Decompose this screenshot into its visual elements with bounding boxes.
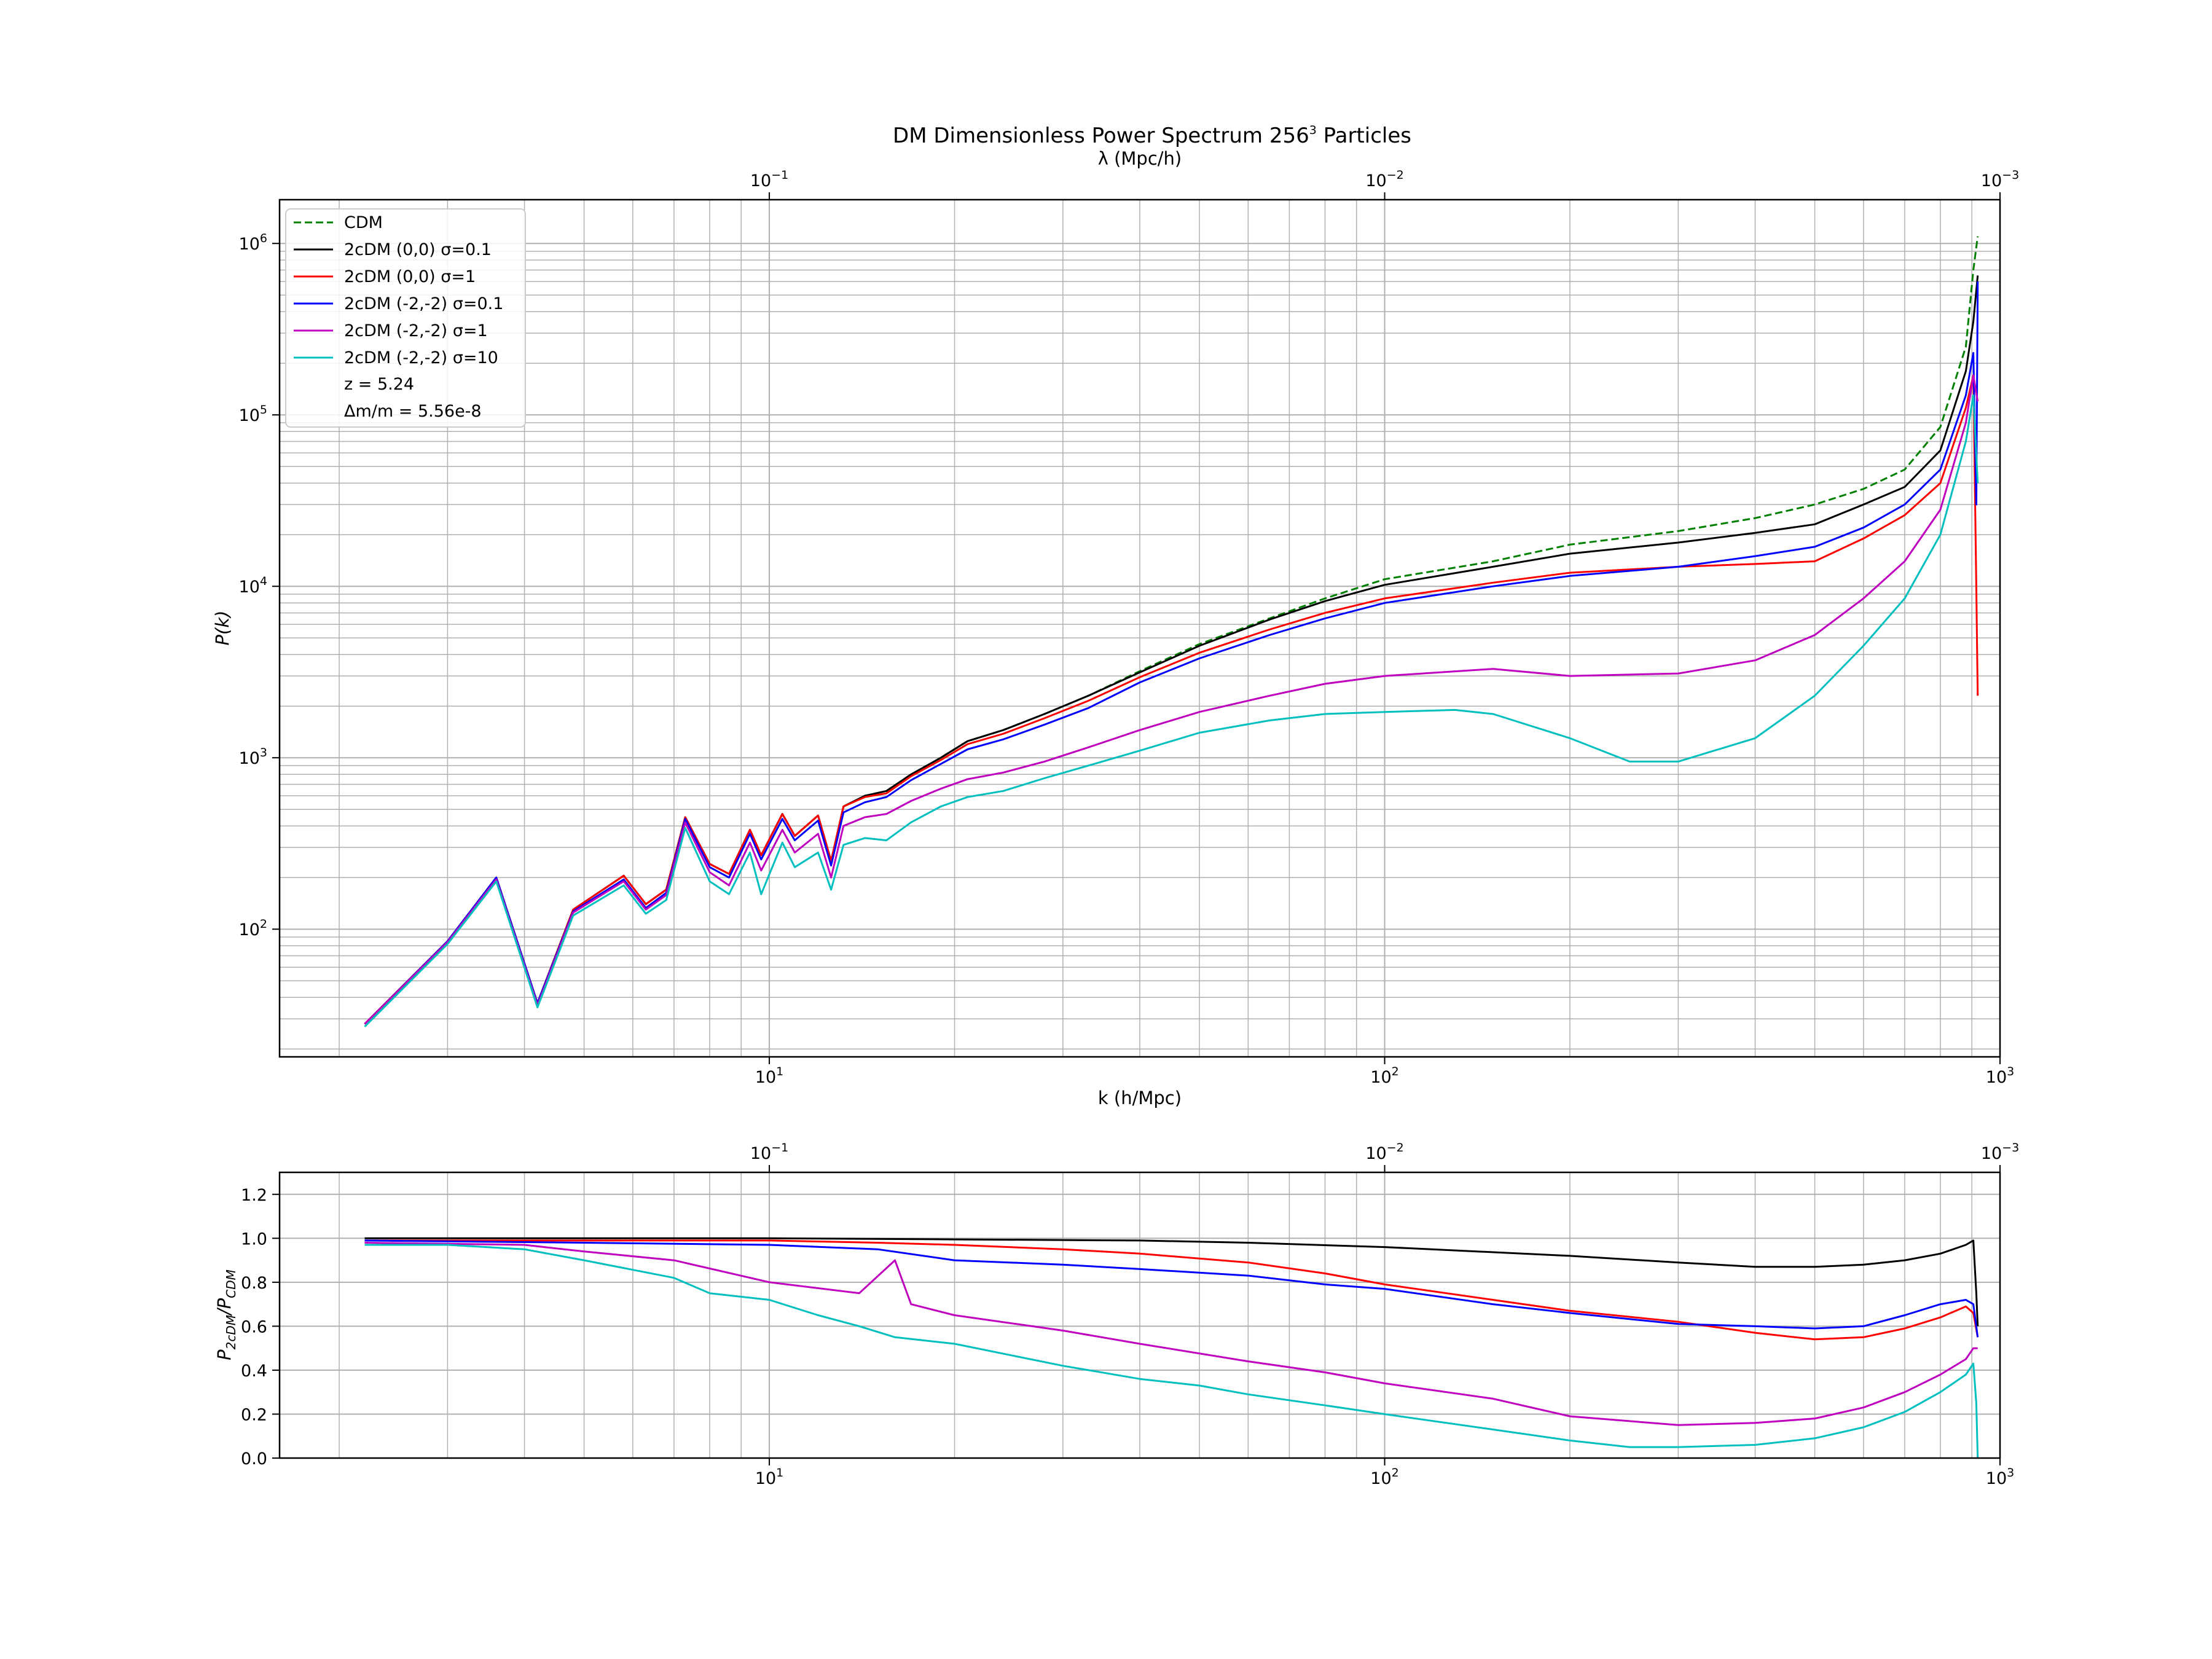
y-tick-label: 1.2 bbox=[241, 1186, 267, 1205]
main-plot-frame bbox=[278, 198, 2001, 1058]
series-line-4 bbox=[364, 374, 1979, 1025]
legend-box bbox=[285, 208, 526, 428]
y-tick-label: 0.8 bbox=[241, 1274, 267, 1293]
ratio-series-lines bbox=[364, 1237, 1979, 1459]
main-tick-labels: 101 10−1 102 10−2 103 10−3 102 103 104 105 106 bbox=[239, 168, 2020, 1087]
y-tick-label: 1.0 bbox=[241, 1230, 267, 1249]
top-tick-label: 10−1 bbox=[750, 1141, 788, 1163]
ratio-series-line-3 bbox=[364, 1242, 1978, 1426]
y-tick-label: 0.6 bbox=[241, 1317, 267, 1336]
y-tick-label: 0.0 bbox=[241, 1449, 267, 1469]
ratio-plot-frame bbox=[278, 1171, 2001, 1459]
top-tick-label: 10−3 bbox=[1981, 1141, 2019, 1163]
legend-label: 2cDM (-2,-2) σ=0.1 bbox=[344, 294, 503, 313]
x-tick-label: 101 bbox=[755, 1466, 783, 1488]
legend-label: 2cDM (-2,-2) σ=10 bbox=[344, 348, 498, 367]
legend-items: CDM 2cDM (0,0) σ=0.1 2cDM (0,0) σ=1 2cDM (-… bbox=[294, 213, 503, 367]
y-tick-label: 0.2 bbox=[241, 1405, 267, 1424]
legend-label: CDM bbox=[344, 213, 383, 232]
top-tick-label: 10−3 bbox=[1981, 168, 2019, 190]
x-tick-label: 101 bbox=[755, 1065, 783, 1087]
top-axis-label: λ (Mpc/h) bbox=[1098, 148, 1182, 169]
legend-label: 2cDM (0,0) σ=1 bbox=[344, 267, 476, 286]
y-tick-label: 105 bbox=[239, 403, 267, 425]
x-axis-label: k (h/Mpc) bbox=[1098, 1088, 1182, 1108]
x-tick-label: 102 bbox=[1370, 1065, 1398, 1087]
x-tick-label: 103 bbox=[1986, 1466, 2014, 1488]
legend: CDM 2cDM (0,0) σ=0.1 2cDM (0,0) σ=1 2cDM (-… bbox=[285, 208, 526, 428]
series-line-5 bbox=[364, 394, 1979, 1027]
main-plot-panel: 101 10−1 102 10−2 103 10−3 102 103 104 105 106 λ (… bbox=[212, 148, 2019, 1108]
y-tick-label: 0.4 bbox=[241, 1362, 267, 1381]
ratio-series-line-1 bbox=[364, 1239, 1979, 1341]
x-tick-label: 103 bbox=[1986, 1065, 2014, 1087]
top-tick-label: 10−1 bbox=[750, 168, 788, 190]
legend-label: 2cDM (-2,-2) σ=1 bbox=[344, 321, 488, 340]
y-tick-label: 102 bbox=[239, 917, 267, 939]
ratio-plot-panel: 101 10−1 102 10−2 103 10−3 0.0 0.2 0.4 0.6 0.8 1.0 1… bbox=[214, 1141, 2019, 1488]
ratio-series-line-2 bbox=[364, 1239, 1979, 1338]
main-series-lines bbox=[364, 236, 1979, 1027]
y-tick-label: 104 bbox=[239, 575, 267, 597]
legend-note-mass-ratio: Δm/m = 5.56e-8 bbox=[344, 402, 482, 421]
ratio-tick-labels: 101 10−1 102 10−2 103 10−3 0.0 0.2 0.4 0.6 0.8 1.0 1… bbox=[241, 1141, 2019, 1488]
ratio-series-line-4 bbox=[364, 1244, 1979, 1459]
top-tick-label: 10−2 bbox=[1365, 1141, 1403, 1163]
legend-label: 2cDM (0,0) σ=0.1 bbox=[344, 240, 492, 259]
legend-note-redshift: z = 5.24 bbox=[344, 375, 414, 394]
y-axis-label: P(k) bbox=[212, 611, 233, 646]
x-tick-label: 102 bbox=[1370, 1466, 1398, 1488]
chart-title-superscript: 3 bbox=[1309, 124, 1317, 137]
y-tick-label: 103 bbox=[239, 746, 267, 768]
chart-title: DM Dimensionless Power Spectrum 2563 Par… bbox=[893, 124, 1411, 148]
ratio-y-axis-label: P2cDM/PCDM bbox=[214, 1269, 238, 1360]
ratio-series-line-0 bbox=[364, 1237, 1979, 1327]
top-tick-label: 10−2 bbox=[1365, 168, 1403, 190]
y-tick-label: 106 bbox=[239, 232, 267, 254]
